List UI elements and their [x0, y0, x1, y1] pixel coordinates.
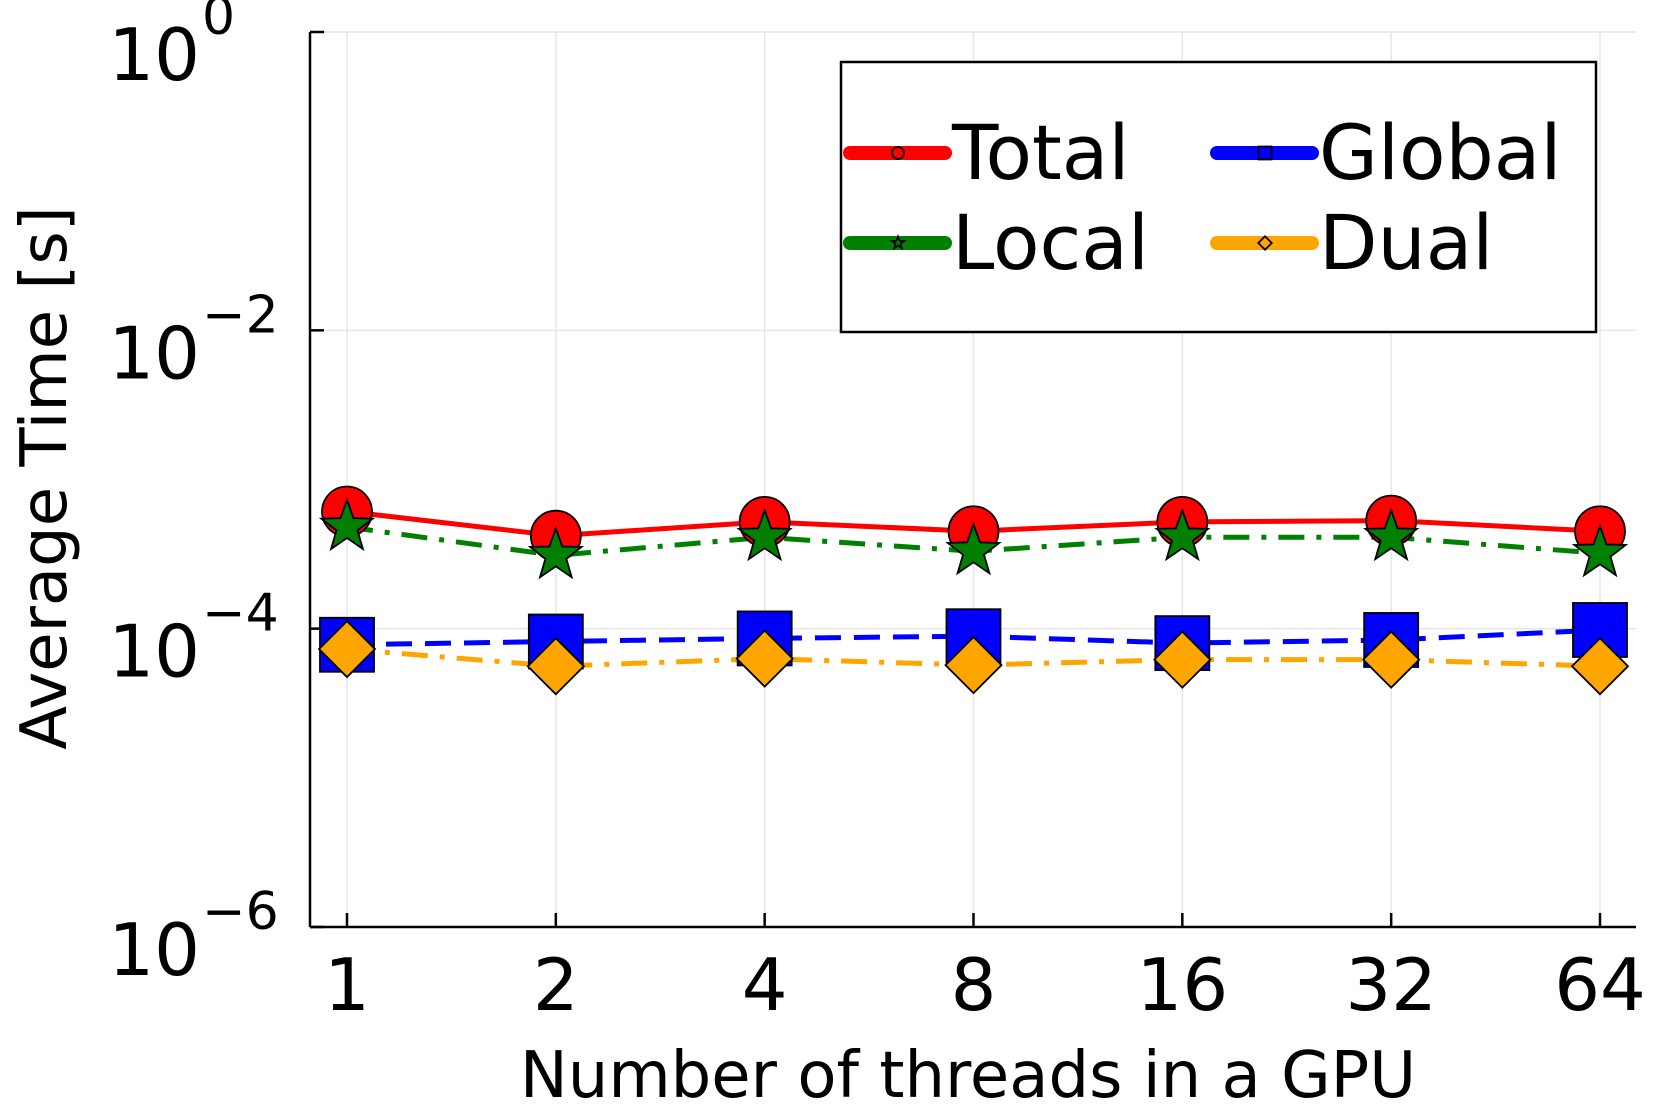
y-axis-label: Average Time [s]: [8, 206, 82, 749]
data-point-dual: [735, 629, 794, 688]
x-axis-label: Number of threads in a GPU: [520, 1039, 1416, 1107]
x-tick-label: 16: [1137, 943, 1229, 1027]
y-tick-label-exponent: −2: [202, 285, 279, 345]
data-point-local: [527, 525, 585, 580]
y-tick-label-base: 10: [108, 908, 200, 992]
x-tick-label: 64: [1554, 943, 1646, 1027]
legend-marker-local: [889, 233, 907, 251]
legend-label-total: Total: [951, 108, 1130, 197]
legend-label-global: Global: [1319, 108, 1561, 197]
data-point-dual: [1570, 636, 1630, 696]
legend-marker-dual: [1257, 235, 1273, 251]
data-point-local: [1571, 523, 1629, 578]
legend-label-local: Local: [952, 198, 1149, 287]
tick-labels: 10−610−410−210 01 2 4 8 16 32 64: [108, 0, 1645, 1027]
legend-marker-total: [891, 146, 905, 160]
data-point-local: [736, 507, 793, 562]
y-tick-label-exponent: −6: [202, 882, 279, 942]
data-point-dual: [1153, 630, 1212, 689]
data-point-dual: [944, 635, 1003, 695]
y-tick-label-exponent: −4: [202, 584, 279, 644]
axes: [308, 30, 1636, 929]
x-tick-label: 32: [1345, 943, 1437, 1027]
data-point-local: [1154, 507, 1211, 562]
legend-label-dual: Dual: [1319, 198, 1493, 287]
x-tick-label: 4: [742, 943, 788, 1027]
y-tick-label-base: 10: [108, 13, 200, 97]
data-point-dual: [1361, 630, 1421, 689]
legend-marker-global: [1257, 145, 1273, 161]
series-markers: [317, 485, 1630, 696]
x-tick-label: 1: [324, 943, 370, 1027]
y-tick-label-exponent: 0: [202, 0, 235, 47]
x-tick-label: 8: [951, 943, 997, 1027]
y-tick-label-base: 10: [108, 311, 200, 395]
x-tick-label: 2: [533, 943, 579, 1027]
legend: Total Global Local Dual: [839, 60, 1598, 334]
data-point-dual: [317, 619, 377, 679]
data-point-local: [1362, 507, 1420, 562]
legend-box: [839, 60, 1598, 334]
y-tick-label-base: 10: [108, 610, 200, 694]
data-point-local: [318, 497, 376, 552]
data-point-local: [945, 521, 1002, 576]
data-point-dual: [526, 636, 586, 696]
